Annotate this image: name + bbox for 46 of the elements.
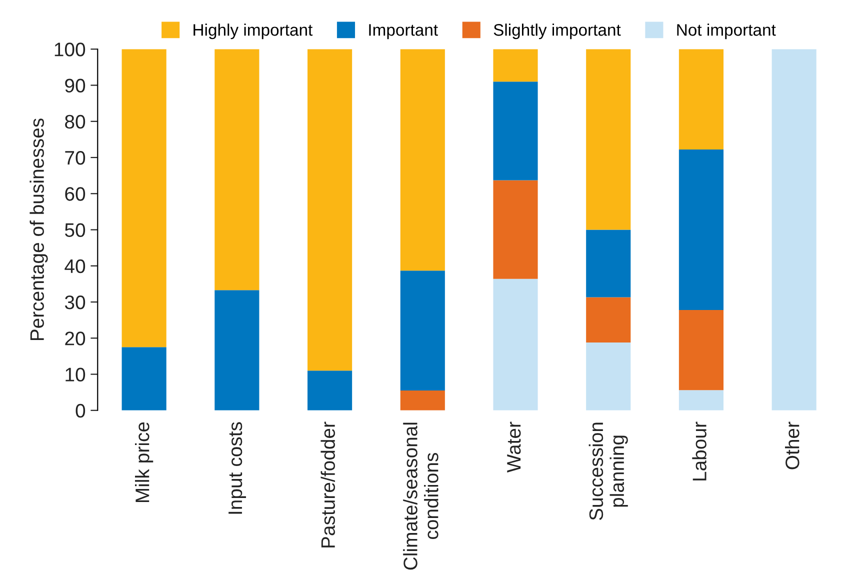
x-tick-label: Water <box>507 422 521 473</box>
bar <box>493 278 538 410</box>
y-tick-label: 90 <box>65 78 86 92</box>
y-tick-label: 30 <box>64 295 86 310</box>
y-tick-label: 80 <box>65 114 86 129</box>
bar <box>493 82 538 180</box>
bar <box>307 370 352 410</box>
bar <box>678 150 724 310</box>
x-tick-label: Climate/seasonal conditions <box>403 422 438 570</box>
bar <box>400 49 445 271</box>
y-axis-title: Percentage of businesses <box>30 118 48 340</box>
bar <box>772 49 816 410</box>
x-tick-label: Milk price <box>135 422 154 502</box>
bar <box>586 297 631 342</box>
y-tick-label: 0 <box>76 404 86 418</box>
bar <box>214 290 260 410</box>
bar <box>678 49 724 150</box>
bar <box>586 230 631 298</box>
x-tick-label: Other <box>785 422 800 470</box>
bar <box>493 180 538 279</box>
y-tick-label: 70 <box>65 150 86 165</box>
x-tick-label: Input costs <box>228 422 246 514</box>
y-tick-label: 10 <box>66 368 86 382</box>
y-tick-label: 50 <box>64 223 86 237</box>
legend-label: Not important <box>677 24 776 40</box>
legend-label: Slightly important <box>494 24 621 40</box>
bar <box>307 49 352 371</box>
x-tick-label: Pasture/fodder <box>320 422 336 548</box>
bar <box>122 347 166 410</box>
x-tick-label: Succession planning <box>588 422 628 520</box>
y-tick-label: 100 <box>54 42 86 56</box>
bar <box>214 49 260 290</box>
bar <box>678 390 724 410</box>
legend-label: Important <box>369 24 438 40</box>
x-tick-label: Labour <box>692 422 706 480</box>
bar <box>586 49 631 230</box>
y-tick-label: 60 <box>65 187 86 201</box>
y-tick-label: 20 <box>65 332 86 346</box>
bar <box>493 49 538 82</box>
bar <box>400 390 445 410</box>
legend-label: Highly important <box>194 24 313 40</box>
bar <box>586 342 631 410</box>
y-tick-label: 40 <box>64 259 86 274</box>
bar <box>122 49 166 348</box>
bar <box>400 270 445 391</box>
bar <box>678 310 724 390</box>
